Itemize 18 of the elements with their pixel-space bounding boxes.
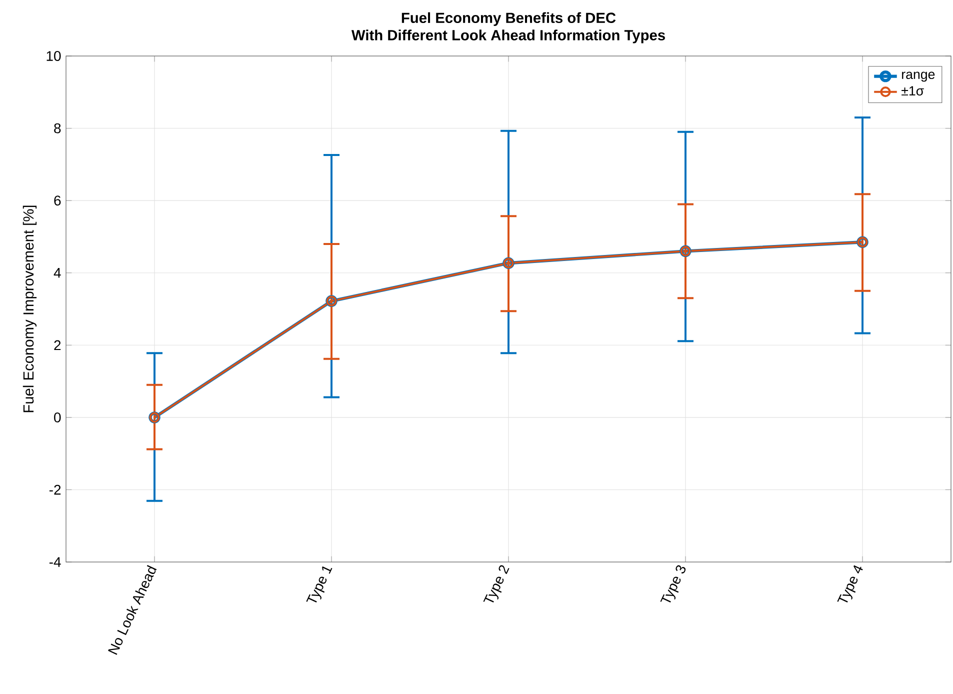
y-tick-label: -4 — [49, 557, 61, 567]
x-tick-label: No Look Ahead — [108, 564, 157, 655]
chart-title: Fuel Economy Benefits of DEC — [402, 12, 616, 26]
y-tick-label: -2 — [49, 484, 61, 495]
y-tick-label: 2 — [54, 340, 61, 350]
x-tick-label: Type 4 — [837, 565, 863, 602]
chart-subtitle: With Different Look Ahead Information Types — [351, 30, 665, 44]
y-tick-label: 4 — [54, 268, 61, 278]
legend-label: ±1σ — [902, 86, 924, 96]
legend-label: range — [902, 72, 935, 82]
x-tick-label: Type 3 — [660, 565, 686, 603]
x-tick-label: Type 2 — [483, 565, 510, 603]
y-tick-label: 10 — [46, 51, 61, 61]
y-tick-label: 0 — [54, 412, 61, 422]
y-tick-label: 6 — [54, 196, 61, 206]
y-tick-label: 8 — [54, 123, 61, 134]
x-tick-label: Type 1 — [306, 566, 332, 602]
y-axis-title: Fuel Economy Improvement [%] — [22, 206, 37, 412]
